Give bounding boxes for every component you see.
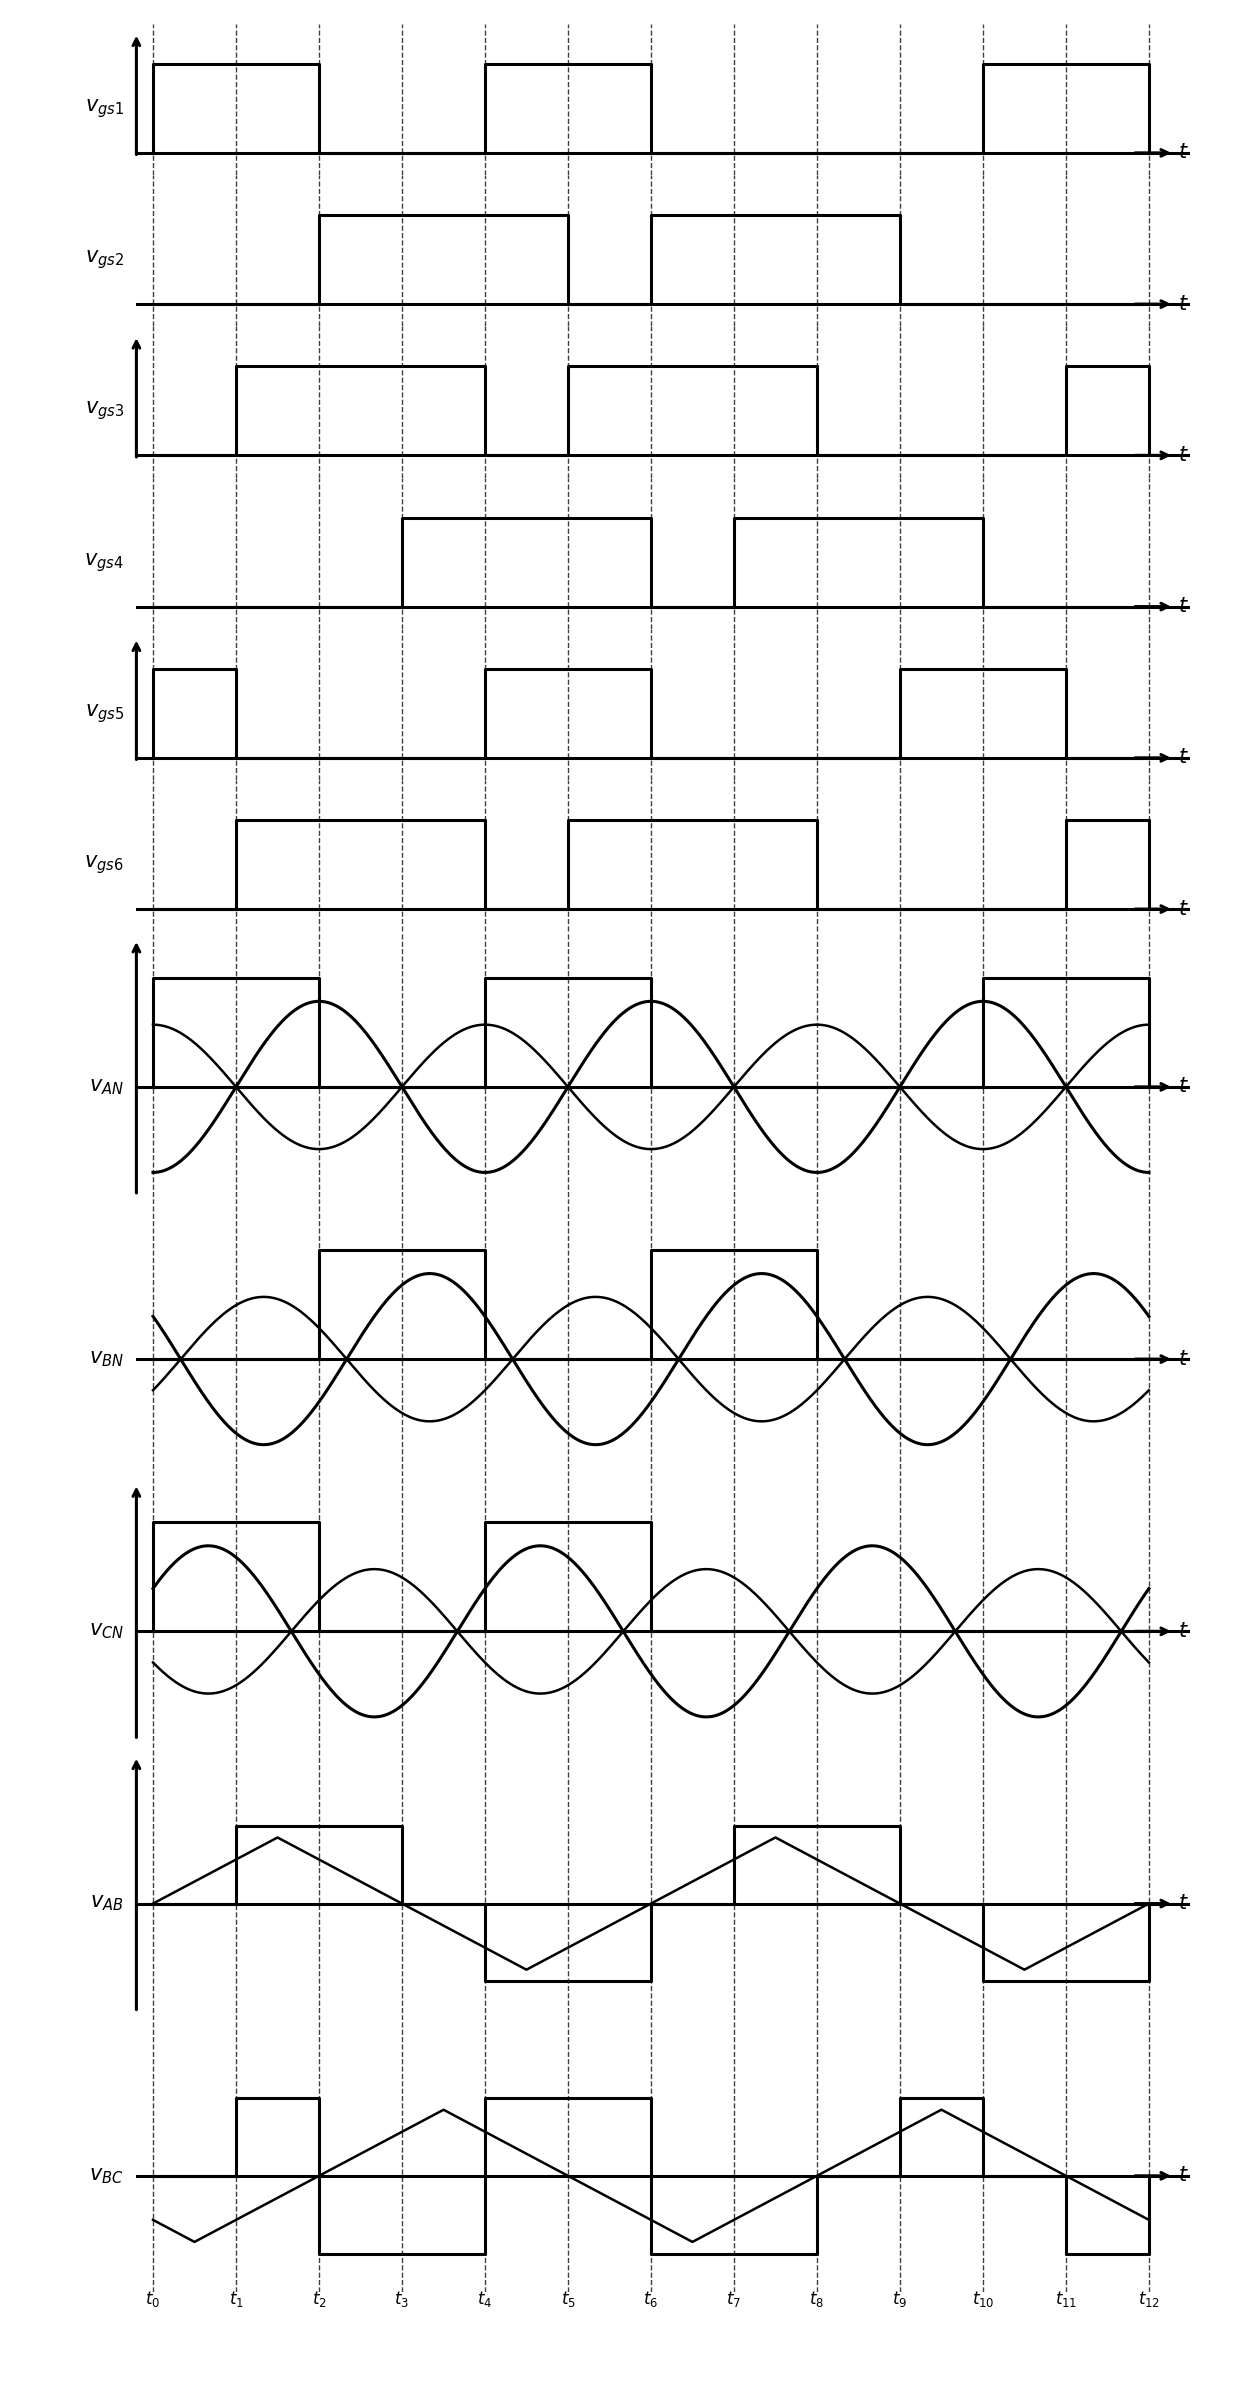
Text: $v_{gs2}$: $v_{gs2}$ [84,248,124,270]
Text: $t$: $t$ [1178,900,1189,919]
Text: $t_{10}$: $t_{10}$ [972,2288,994,2309]
Text: $v_{AB}$: $v_{AB}$ [91,1894,124,1913]
Text: $v_{gs6}$: $v_{gs6}$ [84,853,124,876]
Text: $v_{gs1}$: $v_{gs1}$ [84,98,124,119]
Text: $t$: $t$ [1178,1621,1189,1641]
Text: $t$: $t$ [1178,1894,1189,1913]
Text: $t_4$: $t_4$ [477,2288,492,2309]
Text: $v_{BC}$: $v_{BC}$ [89,2166,124,2185]
Text: $t$: $t$ [1178,143,1189,162]
Text: $t$: $t$ [1178,1077,1189,1096]
Text: $t$: $t$ [1178,2166,1189,2185]
Text: $v_{CN}$: $v_{CN}$ [89,1621,124,1641]
Text: $t_{12}$: $t_{12}$ [1138,2288,1159,2309]
Text: $t$: $t$ [1178,597,1189,616]
Text: $t_1$: $t_1$ [228,2288,243,2309]
Text: $t_3$: $t_3$ [394,2288,409,2309]
Text: $t$: $t$ [1178,447,1189,466]
Text: $t_9$: $t_9$ [893,2288,908,2309]
Text: $t_0$: $t_0$ [145,2288,160,2309]
Text: $v_{gs5}$: $v_{gs5}$ [84,702,124,724]
Text: $v_{gs3}$: $v_{gs3}$ [84,399,124,423]
Text: $t_2$: $t_2$ [311,2288,326,2309]
Text: $t$: $t$ [1178,747,1189,767]
Text: $t_7$: $t_7$ [727,2288,742,2309]
Text: $t_8$: $t_8$ [810,2288,825,2309]
Text: $v_{gs4}$: $v_{gs4}$ [84,552,124,573]
Text: $t_{11}$: $t_{11}$ [1055,2288,1078,2309]
Text: $v_{AN}$: $v_{AN}$ [89,1077,124,1096]
Text: $t$: $t$ [1178,294,1189,313]
Text: $v_{BN}$: $v_{BN}$ [89,1349,124,1368]
Text: $t_6$: $t_6$ [644,2288,658,2309]
Text: $t_5$: $t_5$ [560,2288,575,2309]
Text: $t$: $t$ [1178,1349,1189,1368]
